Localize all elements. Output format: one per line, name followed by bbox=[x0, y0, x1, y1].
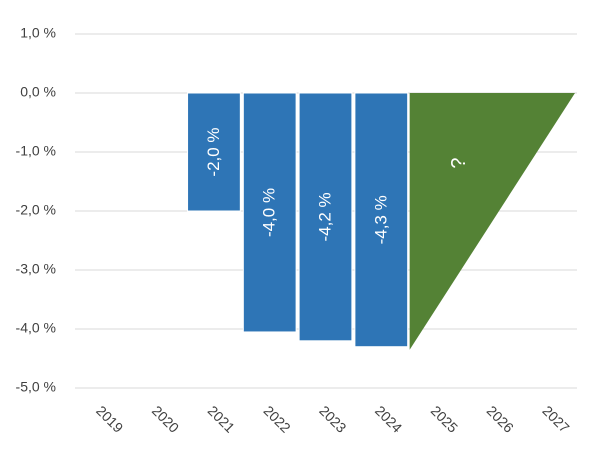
x-tick-label: 2024 bbox=[372, 402, 405, 435]
y-tick-label: -4,0 % bbox=[16, 320, 56, 336]
bar bbox=[354, 92, 409, 348]
annotation-label: ? bbox=[448, 157, 470, 168]
x-tick-label: 2019 bbox=[93, 402, 126, 435]
value-label: -4,2 % bbox=[315, 192, 334, 241]
x-tick-label: 2021 bbox=[205, 402, 238, 435]
y-tick-label: 1,0 % bbox=[20, 25, 56, 41]
y-tick-label: -1,0 % bbox=[16, 143, 56, 159]
x-tick-label: 2022 bbox=[260, 402, 293, 435]
x-tick-label: 2020 bbox=[149, 402, 182, 435]
y-tick-label: -2,0 % bbox=[16, 202, 56, 218]
value-label: -4,0 % bbox=[260, 188, 279, 237]
x-tick-label: 2025 bbox=[428, 402, 461, 435]
y-tick-label: -5,0 % bbox=[16, 379, 56, 395]
x-tick-label: 2023 bbox=[316, 402, 349, 435]
x-tick-label: 2027 bbox=[539, 402, 572, 435]
y-tick-label: -3,0 % bbox=[16, 261, 56, 277]
value-label: -2,0 % bbox=[204, 127, 223, 176]
annotation-triangle bbox=[409, 93, 575, 350]
bar bbox=[187, 92, 241, 212]
y-tick-label: 0,0 % bbox=[20, 84, 56, 100]
bar bbox=[242, 92, 297, 333]
x-tick-label: 2026 bbox=[484, 402, 517, 435]
bar bbox=[298, 92, 353, 342]
value-label: -4,3 % bbox=[371, 195, 390, 244]
